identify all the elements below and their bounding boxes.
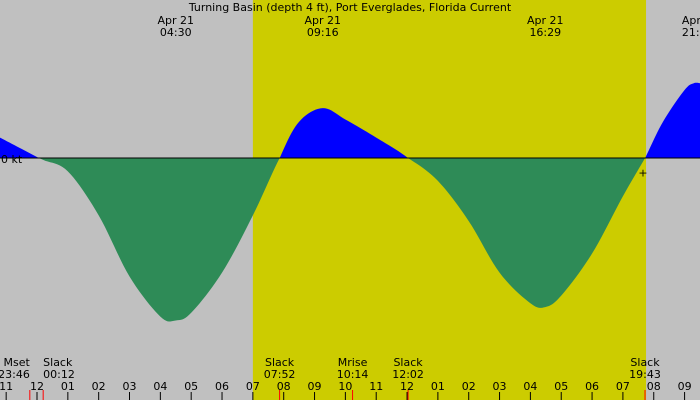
event-time-label: 23:46 <box>0 368 30 381</box>
event-name-label: Slack <box>630 356 660 369</box>
hour-tick-label: 03 <box>123 380 137 393</box>
hour-tick-label: 12 <box>400 380 414 393</box>
hour-tick-label: 08 <box>647 380 661 393</box>
event-time-label: 07:52 <box>264 368 296 381</box>
hour-tick-label: 05 <box>184 380 198 393</box>
peak-time-label: 04:30 <box>160 26 192 39</box>
flood-current-area <box>0 82 700 158</box>
current-time-marker: + <box>638 166 647 179</box>
event-name-label: Slack <box>393 356 423 369</box>
event-name-label: Slack <box>265 356 295 369</box>
event-time-label: 12:02 <box>392 368 424 381</box>
hour-tick-label: 06 <box>215 380 229 393</box>
hour-tick-label: 01 <box>431 380 445 393</box>
peak-time-label: 16:29 <box>529 26 561 39</box>
event-time-label: 19:43 <box>629 368 661 381</box>
event-name-label: Mrise <box>338 356 368 369</box>
peak-time-label: 21:1 <box>682 26 700 39</box>
peak-date-label: Apr 21 <box>682 14 700 27</box>
hour-tick-label: 03 <box>493 380 507 393</box>
hour-tick-label: 04 <box>523 380 537 393</box>
event-time-label: 00:12 <box>43 368 75 381</box>
hour-tick-label: 07 <box>616 380 630 393</box>
hour-tick-label: 09 <box>308 380 322 393</box>
hour-tick-label: 10 <box>338 380 352 393</box>
event-name-label: Slack <box>43 356 73 369</box>
hour-tick-label: 01 <box>61 380 75 393</box>
ebb-current-area <box>0 158 700 322</box>
peak-time-label: 09:16 <box>307 26 339 39</box>
hour-tick-label: 06 <box>585 380 599 393</box>
chart-title: Turning Basin (depth 4 ft), Port Evergla… <box>188 1 512 14</box>
event-labels: Mset23:46Slack00:12Slack07:52Mrise10:14S… <box>0 356 661 400</box>
peak-date-label: Apr 21 <box>527 14 564 27</box>
event-name-label: Mset <box>4 356 31 369</box>
hour-tick-label: 08 <box>277 380 291 393</box>
hour-axis: 11 12 01 02 03 04 05 06 07 08 09 10 11 12 01 02 03 04 05 06… <box>0 380 692 400</box>
hour-tick-label: 05 <box>554 380 568 393</box>
hour-tick-label: 07 <box>246 380 260 393</box>
hour-tick-label: 04 <box>153 380 167 393</box>
peak-date-label: Apr 21 <box>158 14 195 27</box>
hour-tick-label: 02 <box>92 380 106 393</box>
peak-date-label: Apr 21 <box>305 14 342 27</box>
hour-tick-label: 02 <box>462 380 476 393</box>
hour-tick-label: 09 <box>678 380 692 393</box>
zero-knot-label: 0 kt <box>1 153 23 166</box>
hour-tick-label: 12 <box>30 380 44 393</box>
event-time-label: 10:14 <box>337 368 369 381</box>
hour-tick-label: 11 <box>369 380 383 393</box>
hour-tick-label: 11 <box>0 380 13 393</box>
